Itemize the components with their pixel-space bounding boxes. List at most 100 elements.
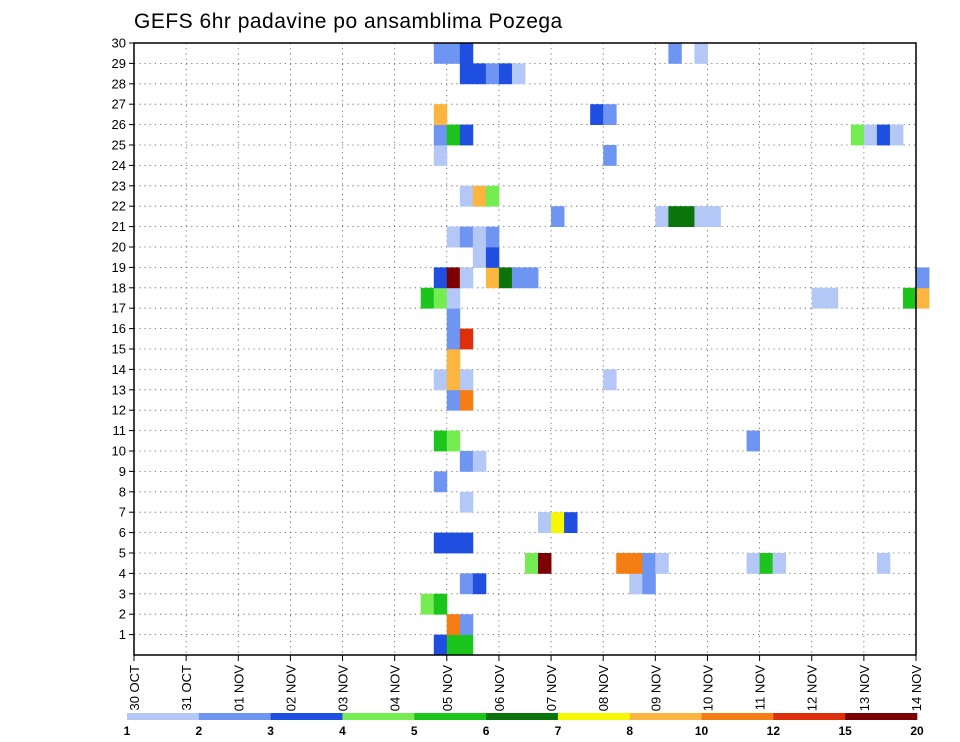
y-tick-label: 12 — [112, 403, 126, 418]
precip-cell — [433, 532, 448, 554]
y-tick-label: 6 — [119, 525, 126, 540]
precip-cell — [525, 267, 539, 289]
precip-cell — [446, 124, 461, 146]
precip-cell — [459, 451, 474, 472]
precip-cell — [459, 185, 474, 207]
colorbar-swatch — [486, 713, 559, 720]
y-tick-label: 8 — [119, 484, 126, 499]
precip-cell — [472, 226, 487, 248]
x-tick-label: 11 NOV — [753, 665, 768, 711]
precip-cell — [446, 614, 461, 635]
colorbar-label: 4 — [339, 724, 346, 738]
precip-cell — [629, 553, 643, 574]
precip-cell — [446, 308, 461, 329]
precip-cell — [433, 267, 448, 289]
y-tick-label: 22 — [112, 199, 126, 214]
precip-cell — [498, 267, 513, 289]
precip-cell — [551, 206, 565, 227]
plot-frame — [133, 42, 917, 656]
x-tick-label: 07 NOV — [544, 665, 559, 712]
precip-cell — [446, 634, 461, 656]
x-tick-label: 02 NOV — [283, 665, 298, 712]
precip-cell — [538, 553, 552, 574]
precip-cell — [446, 226, 461, 248]
precip-cell — [459, 634, 474, 656]
precip-cell — [459, 369, 474, 391]
y-tick-label: 9 — [119, 464, 126, 479]
colorbar-swatch — [342, 713, 415, 720]
precip-cell — [446, 349, 461, 370]
precip-cell — [694, 206, 708, 227]
y-tick-label: 24 — [112, 158, 126, 173]
colorbar-label: 10 — [695, 724, 709, 738]
precip-cell — [446, 43, 461, 64]
x-tick-label: 30 OCT — [127, 665, 142, 711]
precip-cell — [511, 63, 526, 85]
precip-cell — [420, 593, 435, 615]
x-tick-label: 08 NOV — [596, 665, 611, 712]
precip-cell — [525, 553, 539, 574]
precip-cell — [459, 532, 474, 554]
precip-cell — [603, 104, 617, 125]
precip-cell — [433, 369, 448, 391]
colorbar-label: 8 — [626, 724, 633, 738]
precip-cell — [446, 328, 461, 350]
precip-cell — [485, 247, 500, 268]
x-tick-label: 06 NOV — [492, 665, 507, 712]
precip-cell — [459, 614, 474, 635]
precip-cell — [655, 206, 669, 227]
colorbar-label: 15 — [839, 724, 853, 738]
x-tick-label: 31 OCT — [179, 665, 194, 711]
precip-cell — [446, 287, 461, 309]
colorbar-swatch — [198, 713, 271, 720]
y-tick-label: 21 — [112, 219, 126, 234]
precip-cell — [485, 185, 500, 207]
precip-cell — [642, 573, 656, 595]
colorbar-swatch — [270, 713, 343, 720]
colorbar-swatch — [845, 713, 918, 720]
y-tick-label: 17 — [112, 301, 126, 316]
precip-cell — [629, 573, 643, 595]
precip-cell — [433, 430, 448, 452]
colorbar: 1 2 3 4 5 6 7 8 10 12 15 20 — [124, 713, 924, 738]
precip-cell — [433, 471, 448, 493]
y-tick-label: 26 — [112, 117, 126, 132]
precip-cell — [459, 63, 474, 85]
x-axis: 30 OCT 31 OCT 01 NOV 02 NOV 03 NOV 04 NOV 05 N… — [127, 655, 924, 711]
y-tick-label: 29 — [112, 56, 126, 71]
y-tick-label: 4 — [119, 566, 126, 581]
precip-cell — [433, 145, 448, 166]
precip-cell — [459, 43, 474, 64]
colorbar-swatch — [773, 713, 846, 720]
precip-cell — [603, 369, 617, 391]
x-tick-label: 09 NOV — [648, 665, 663, 712]
precip-cell — [472, 451, 487, 472]
precip-cell — [459, 328, 474, 350]
y-tick-label: 13 — [112, 382, 126, 397]
precip-cell — [446, 430, 461, 452]
plot-cells — [420, 43, 930, 656]
precip-cell — [668, 206, 682, 227]
precip-cell — [459, 573, 474, 595]
precip-cell — [916, 267, 930, 289]
y-tick-label: 19 — [112, 260, 126, 275]
precip-cell — [746, 553, 760, 574]
precip-cell — [485, 226, 500, 248]
precip-cell — [433, 634, 448, 656]
precip-cell — [433, 124, 448, 146]
precip-cell — [420, 287, 435, 309]
precip-cell — [707, 206, 721, 227]
precip-cell — [485, 267, 500, 289]
precip-cell — [824, 287, 839, 309]
y-tick-label: 5 — [119, 546, 126, 561]
precip-cell — [446, 532, 461, 554]
precip-cell — [472, 185, 487, 207]
colorbar-label: 5 — [411, 724, 418, 738]
y-tick-label: 2 — [119, 607, 126, 622]
y-tick-label: 23 — [112, 178, 126, 193]
colorbar-label: 12 — [767, 724, 781, 738]
colorbar-swatch — [701, 713, 774, 720]
colorbar-swatch — [127, 713, 200, 720]
precip-cell — [459, 491, 474, 513]
